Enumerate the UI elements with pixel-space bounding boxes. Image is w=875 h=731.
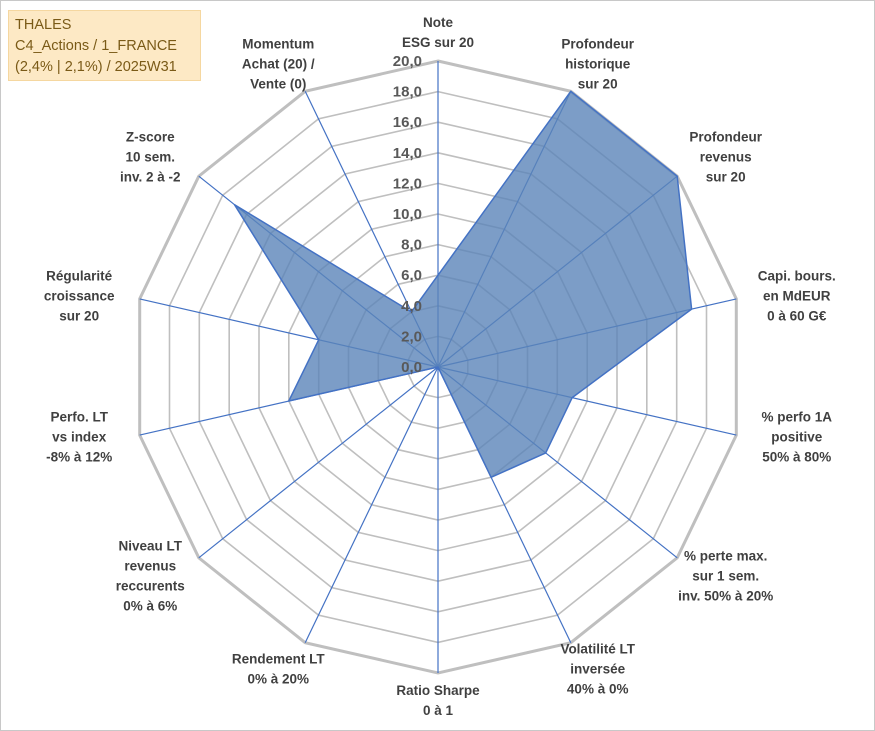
axis-label: Perfo. LT vs index -8% à 12% <box>46 409 112 464</box>
axis-label-line: 0% à 6% <box>123 599 177 614</box>
axis-label-line: inversée <box>570 662 625 677</box>
axis-label-line: 10 sem. <box>126 150 176 165</box>
axis-label-line: inv. 50% à 20% <box>678 589 773 604</box>
axis-label-line: sur 20 <box>59 309 99 324</box>
axis-label-line: en MdEUR <box>763 289 831 304</box>
axis-label-line: 0 à 60 G€ <box>767 309 827 324</box>
axis-label-line: Volatilité LT <box>560 642 635 657</box>
axis-label: Profondeur revenus sur 20 <box>689 130 762 185</box>
radar-tick-labels: 0,0 2,0 4,0 6,0 8,0 10,0 12,0 14,0 16,0 18,0 20,0 <box>393 53 422 376</box>
axis-label-line: Niveau LT <box>119 539 183 554</box>
tick-label: 4,0 <box>401 298 422 315</box>
axis-label-line: sur 1 sem. <box>692 569 759 584</box>
axis-label-line: Z-score <box>126 130 175 145</box>
tick-label: 0,0 <box>401 359 422 376</box>
chart-title-box: THALES C4_Actions / 1_FRANCE (2,4% | 2,1… <box>8 10 201 81</box>
axis-label-line: inv. 2 à -2 <box>120 170 181 185</box>
axis-label: Profondeur historique sur 20 <box>561 36 634 91</box>
tick-label: 8,0 <box>401 237 422 254</box>
title-company: THALES <box>15 17 72 33</box>
axis-label-line: sur 20 <box>578 76 618 91</box>
axis-label-line: Note <box>423 15 453 30</box>
axis-label-line: Achat (20) / <box>242 56 315 71</box>
axis-label-line: Profondeur <box>689 130 762 145</box>
radar-series <box>233 90 693 479</box>
tick-label: 10,0 <box>393 206 422 223</box>
axis-label-line: reccurents <box>116 579 185 594</box>
tick-label: 20,0 <box>393 53 422 70</box>
axis-label-line: Régularité <box>46 269 113 284</box>
axis-label: Note ESG sur 20 <box>402 15 474 50</box>
axis-label-line: 0 à 1 <box>423 703 454 718</box>
axis-label: Régularité croissance sur 20 <box>44 269 115 324</box>
axis-label-line: revenus <box>700 150 752 165</box>
axis-spoke <box>304 366 439 643</box>
axis-label: Capi. bours. en MdEUR 0 à 60 G€ <box>758 269 836 324</box>
tick-label: 18,0 <box>393 84 422 101</box>
axis-label-line: historique <box>565 56 631 71</box>
axis-label-line: Ratio Sharpe <box>396 683 480 698</box>
axis-label-line: positive <box>771 429 823 444</box>
axis-label-line: -8% à 12% <box>46 449 112 464</box>
axis-label-line: Momentum <box>242 36 314 51</box>
tick-label: 12,0 <box>393 175 422 192</box>
axis-label-line: vs index <box>52 429 107 444</box>
series-area <box>233 90 693 479</box>
axis-label: % perte max. sur 1 sem. inv. 50% à 20% <box>678 549 773 604</box>
axis-label-line: Vente (0) <box>250 76 306 91</box>
tick-label: 16,0 <box>393 114 422 131</box>
axis-label-line: Perfo. LT <box>50 409 108 424</box>
axis-label-line: Profondeur <box>561 36 634 51</box>
title-period: (2,4% | 2,1%) / 2025W31 <box>15 59 177 75</box>
axis-label-line: 0% à 20% <box>248 672 310 687</box>
axis-label: Z-score 10 sem. inv. 2 à -2 <box>120 130 181 185</box>
axis-label: Niveau LT revenus reccurents 0% à 6% <box>116 539 185 614</box>
axis-label-line: revenus <box>124 559 176 574</box>
axis-label-line: Capi. bours. <box>758 269 836 284</box>
axis-label: Volatilité LT inversée 40% à 0% <box>560 642 635 697</box>
tick-label: 2,0 <box>401 328 422 345</box>
axis-spoke <box>198 366 439 559</box>
axis-label-line: 40% à 0% <box>567 682 629 697</box>
tick-label: 6,0 <box>401 267 422 284</box>
axis-label-line: Rendement LT <box>232 652 326 667</box>
axis-label-line: ESG sur 20 <box>402 35 474 50</box>
axis-label: Ratio Sharpe 0 à 1 <box>396 683 480 718</box>
title-category: C4_Actions / 1_FRANCE <box>15 38 177 54</box>
axis-label: Momentum Achat (20) / Vente (0) <box>242 36 315 91</box>
axis-label-line: 50% à 80% <box>762 449 831 464</box>
axis-label-line: sur 20 <box>706 170 746 185</box>
axis-label: Rendement LT 0% à 20% <box>232 652 326 687</box>
radar-axis-labels: Note ESG sur 20 Profondeur historique sur 20… <box>44 15 836 718</box>
tick-label: 14,0 <box>393 145 422 162</box>
axis-label-line: croissance <box>44 289 115 304</box>
axis-label: % perfo 1A positive 50% à 80% <box>762 409 833 464</box>
axis-label-line: % perfo 1A <box>762 409 833 424</box>
axis-label-line: % perte max. <box>684 549 767 564</box>
